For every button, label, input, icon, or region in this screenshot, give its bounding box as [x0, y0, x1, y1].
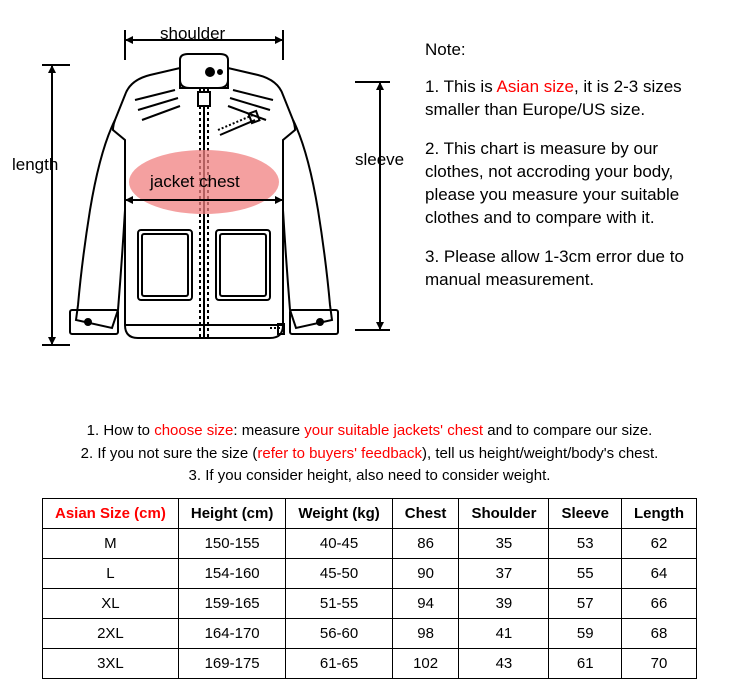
table-cell: 39: [459, 588, 549, 618]
table-cell: 55: [549, 558, 622, 588]
table-cell: 2XL: [42, 618, 178, 648]
table-col-2: Weight (kg): [286, 498, 392, 528]
table-cell: 169-175: [178, 648, 286, 678]
top-section: shoulder length sleeve jacket chest Note…: [0, 0, 739, 380]
table-row: XL159-16551-5594395766: [42, 588, 696, 618]
note-3: 3. Please allow 1-3cm error due to manua…: [425, 246, 719, 292]
table-body: M150-15540-4586355362L154-16045-50903755…: [42, 528, 696, 678]
table-col-6: Length: [622, 498, 697, 528]
table-cell: 59: [549, 618, 622, 648]
table-row: M150-15540-4586355362: [42, 528, 696, 558]
table-header: Asian Size (cm)Height (cm)Weight (kg)Che…: [42, 498, 696, 528]
note-1-red: Asian size: [497, 77, 574, 96]
table-row: 3XL169-17561-65102436170: [42, 648, 696, 678]
table-cell: 164-170: [178, 618, 286, 648]
table-col-5: Sleeve: [549, 498, 622, 528]
jacket-diagram: shoulder length sleeve jacket chest: [10, 10, 405, 370]
length-label: length: [12, 155, 58, 175]
chest-label: jacket chest: [150, 172, 240, 192]
table-cell: 45-50: [286, 558, 392, 588]
table-cell: 3XL: [42, 648, 178, 678]
table-cell: 40-45: [286, 528, 392, 558]
table-cell: 53: [549, 528, 622, 558]
note-2: 2. This chart is measure by our clothes,…: [425, 138, 719, 230]
table-cell: 41: [459, 618, 549, 648]
table-cell: 150-155: [178, 528, 286, 558]
table-cell: 43: [459, 648, 549, 678]
table-cell: 154-160: [178, 558, 286, 588]
table-cell: XL: [42, 588, 178, 618]
table-col-0: Asian Size (cm): [42, 498, 178, 528]
table-cell: 61-65: [286, 648, 392, 678]
table-row: 2XL164-17056-6098415968: [42, 618, 696, 648]
note-1: 1. This is Asian size, it is 2-3 sizes s…: [425, 76, 719, 122]
table-col-1: Height (cm): [178, 498, 286, 528]
table-cell: 61: [549, 648, 622, 678]
note-1-prefix: 1. This is: [425, 77, 497, 96]
table-cell: 56-60: [286, 618, 392, 648]
table-cell: 57: [549, 588, 622, 618]
table-col-4: Shoulder: [459, 498, 549, 528]
table-cell: 68: [622, 618, 697, 648]
table-cell: 70: [622, 648, 697, 678]
instructions: 1. How to choose size: measure your suit…: [0, 420, 739, 488]
table-header-row: Asian Size (cm)Height (cm)Weight (kg)Che…: [42, 498, 696, 528]
table-cell: 102: [392, 648, 459, 678]
instruction-2: 2. If you not sure the size (refer to bu…: [0, 443, 739, 466]
table-cell: 66: [622, 588, 697, 618]
table-cell: 62: [622, 528, 697, 558]
table-col-3: Chest: [392, 498, 459, 528]
table-cell: 159-165: [178, 588, 286, 618]
table-cell: 35: [459, 528, 549, 558]
notes-area: Note: 1. This is Asian size, it is 2-3 s…: [405, 10, 719, 370]
table-cell: 90: [392, 558, 459, 588]
note-heading: Note:: [425, 40, 719, 60]
table-cell: 37: [459, 558, 549, 588]
instruction-3: 3. If you consider height, also need to …: [0, 465, 739, 488]
instruction-1: 1. How to choose size: measure your suit…: [0, 420, 739, 443]
table-cell: M: [42, 528, 178, 558]
table-cell: L: [42, 558, 178, 588]
table-cell: 86: [392, 528, 459, 558]
table-cell: 64: [622, 558, 697, 588]
sleeve-label: sleeve: [355, 150, 404, 170]
table-cell: 51-55: [286, 588, 392, 618]
size-table: Asian Size (cm)Height (cm)Weight (kg)Che…: [42, 498, 697, 679]
table-cell: 98: [392, 618, 459, 648]
table-row: L154-16045-5090375564: [42, 558, 696, 588]
table-cell: 94: [392, 588, 459, 618]
shoulder-label: shoulder: [160, 24, 225, 44]
